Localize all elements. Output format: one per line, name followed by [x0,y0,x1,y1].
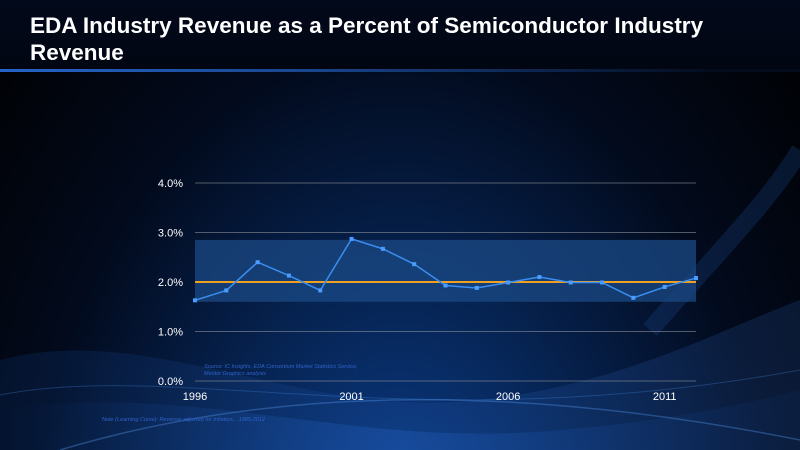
y-tick-label: 4.0% [158,178,183,190]
x-tick-label: 1996 [183,391,207,403]
data-point [193,298,197,303]
y-tick-label: 1.0% [158,327,183,339]
x-axis-tick-labels: 1996 2001 2006 2011 [183,391,677,403]
data-point [349,236,354,241]
data-point [662,284,667,289]
data-point [506,280,511,285]
source-note: Source: IC Insights, EDA Consortium Mark… [204,364,359,377]
data-point [568,280,573,285]
data-point [694,276,698,281]
data-point [631,295,636,300]
x-tick-label: 2001 [339,391,363,403]
title-bar [0,0,800,72]
series-markers [193,236,698,303]
data-point [443,283,448,288]
data-point [224,288,229,293]
data-point [412,262,417,267]
y-tick-label: 3.0% [158,228,183,240]
x-tick-label: 2011 [653,391,677,403]
y-tick-label: 2.0% [158,277,183,289]
data-point [537,275,542,280]
data-point [318,288,323,293]
data-point [255,260,260,265]
slide-title: EDA Industry Revenue as a Percent of Sem… [30,13,704,65]
x-tick-label: 2006 [496,391,520,403]
y-tick-label: 0.0% [158,376,183,388]
footnote: Note (Learning Curve): Revenue adjusted … [102,417,265,423]
title-underline [0,69,800,72]
data-point [286,273,291,278]
data-point [474,285,479,290]
source-note-line-1: Source: IC Insights, EDA Consortium Mark… [204,364,358,370]
data-point [380,246,385,251]
data-point [600,280,605,285]
y-axis-tick-labels: 0.0% 1.0% 2.0% 3.0% 4.0% [158,178,183,388]
source-note-line-2: Mentor Graphics analysis [204,371,266,377]
